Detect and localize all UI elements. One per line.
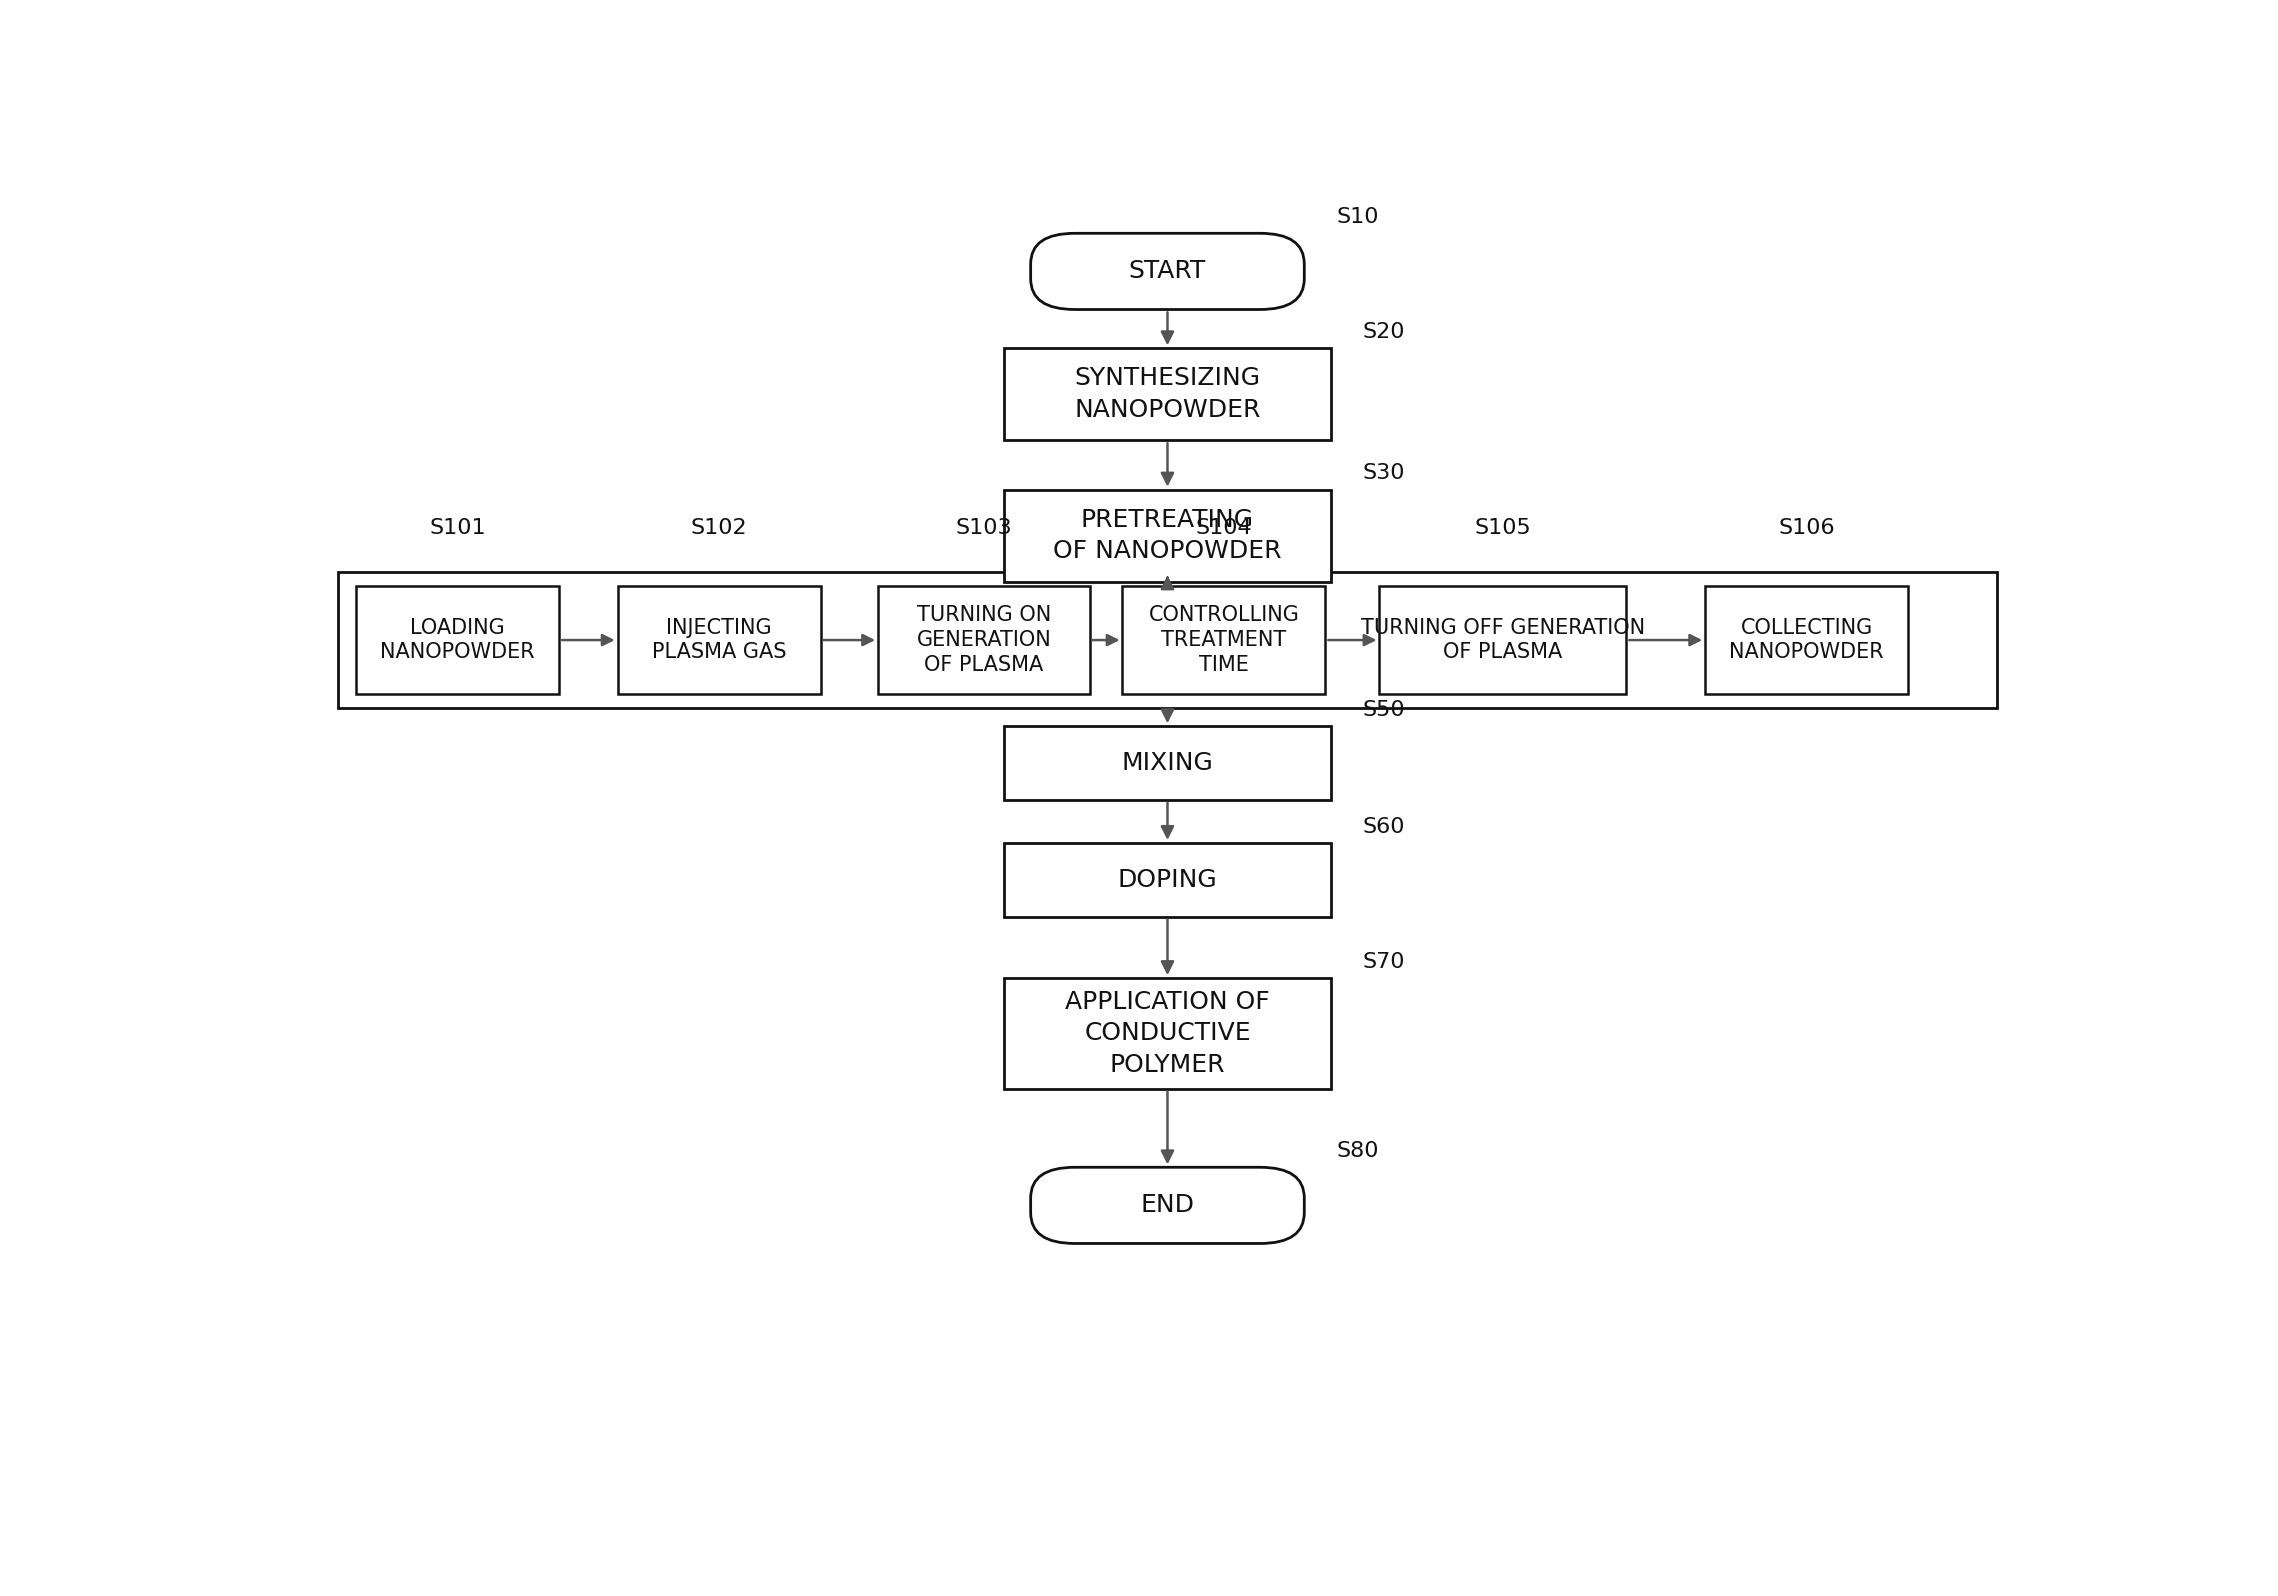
Text: S60: S60 — [1362, 817, 1406, 836]
Text: TURNING ON
GENERATION
OF PLASMA: TURNING ON GENERATION OF PLASMA — [916, 605, 1050, 675]
Bar — [1005, 843, 1330, 916]
Bar — [617, 586, 820, 694]
Text: S50: S50 — [1362, 701, 1406, 720]
Text: S101: S101 — [431, 519, 485, 538]
Text: MIXING: MIXING — [1121, 752, 1214, 776]
Text: S105: S105 — [1474, 519, 1531, 538]
Text: S30: S30 — [1362, 463, 1406, 484]
Text: TURNING OFF GENERATION
OF PLASMA: TURNING OFF GENERATION OF PLASMA — [1360, 618, 1645, 662]
Text: S10: S10 — [1337, 207, 1378, 227]
Text: S20: S20 — [1362, 322, 1406, 342]
FancyBboxPatch shape — [1030, 1167, 1305, 1243]
Text: APPLICATION OF
CONDUCTIVE
POLYMER: APPLICATION OF CONDUCTIVE POLYMER — [1066, 990, 1269, 1077]
Bar — [1378, 586, 1626, 694]
Bar — [1123, 586, 1326, 694]
Text: S106: S106 — [1779, 519, 1834, 538]
Text: S103: S103 — [954, 519, 1011, 538]
Text: S70: S70 — [1362, 951, 1406, 972]
Bar — [1704, 586, 1909, 694]
Text: S104: S104 — [1196, 519, 1253, 538]
Text: PRETREATING
OF NANOPOWDER: PRETREATING OF NANOPOWDER — [1052, 508, 1283, 563]
Text: CONTROLLING
TREATMENT
TIME: CONTROLLING TREATMENT TIME — [1148, 605, 1298, 675]
Bar — [337, 573, 1998, 707]
Text: DOPING: DOPING — [1118, 868, 1216, 892]
Bar — [1005, 490, 1330, 581]
Text: COLLECTING
NANOPOWDER: COLLECTING NANOPOWDER — [1729, 618, 1884, 662]
Bar — [877, 586, 1089, 694]
Bar — [355, 586, 560, 694]
Text: LOADING
NANOPOWDER: LOADING NANOPOWDER — [380, 618, 535, 662]
Bar — [1005, 348, 1330, 440]
Text: START: START — [1130, 260, 1205, 284]
Text: S80: S80 — [1337, 1141, 1378, 1162]
Bar — [1005, 726, 1330, 800]
Text: S102: S102 — [690, 519, 747, 538]
Text: END: END — [1141, 1194, 1194, 1218]
FancyBboxPatch shape — [1030, 233, 1305, 310]
Text: SYNTHESIZING
NANOPOWDER: SYNTHESIZING NANOPOWDER — [1075, 367, 1260, 421]
Text: INJECTING
PLASMA GAS: INJECTING PLASMA GAS — [652, 618, 786, 662]
Bar — [1005, 978, 1330, 1088]
